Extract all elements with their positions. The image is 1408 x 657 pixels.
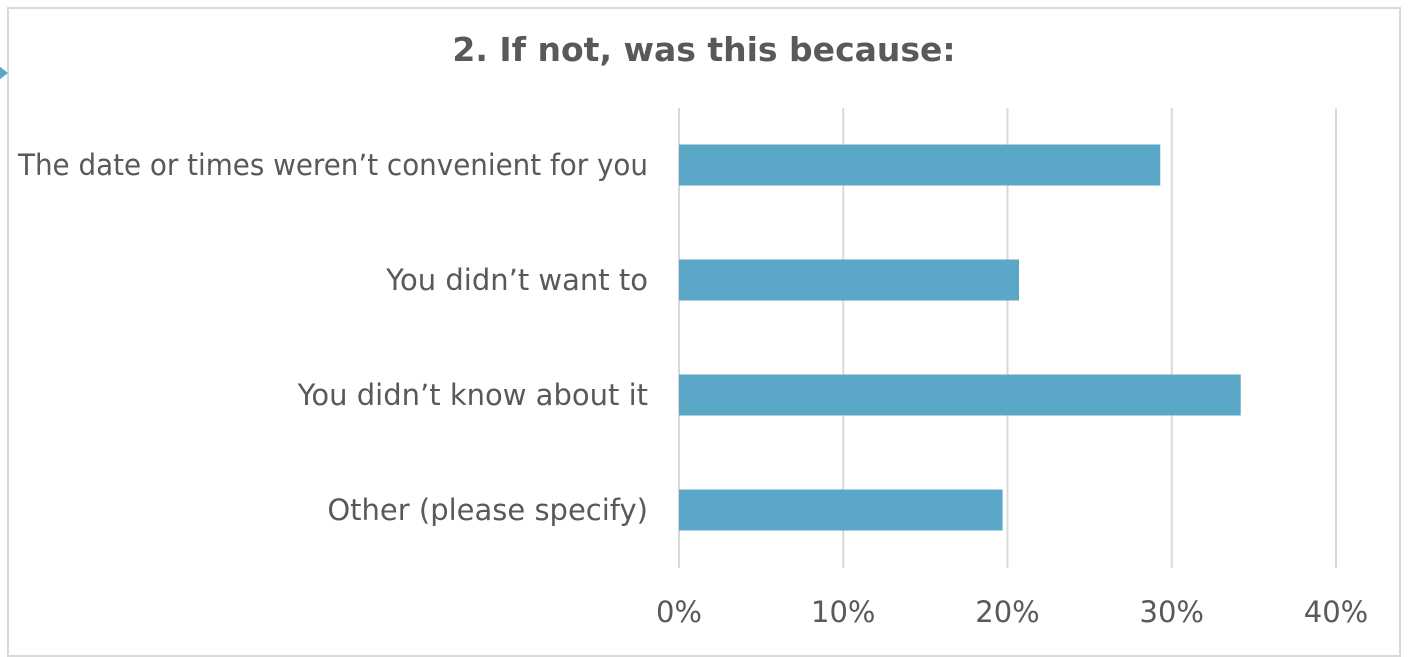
x-tick-label: 0%: [656, 595, 702, 629]
category-labels: The date or times weren’t convenient for…: [17, 148, 648, 527]
chart-frame: [7, 7, 1401, 657]
bar: [679, 259, 1019, 301]
bars: [679, 144, 1241, 531]
bar: [679, 374, 1241, 416]
x-tick-label: 10%: [811, 595, 875, 629]
bar-chart: The date or times weren’t convenient for…: [17, 108, 1368, 629]
bar: [679, 144, 1161, 186]
bar: [679, 489, 1003, 531]
category-label: You didn’t want to: [385, 263, 648, 297]
x-axis-tick-labels: 0% 10% 20% 30% 40%: [656, 595, 1368, 629]
side-arrow-icon: [0, 62, 8, 84]
x-tick-label: 40%: [1304, 595, 1368, 629]
category-label: Other (please specify): [327, 493, 648, 527]
category-label: The date or times weren’t convenient for…: [17, 148, 648, 182]
x-tick-label: 20%: [975, 595, 1039, 629]
x-tick-label: 30%: [1140, 595, 1204, 629]
chart-title: 2. If not, was this because:: [452, 30, 956, 69]
category-label: You didn’t know about it: [297, 378, 648, 412]
